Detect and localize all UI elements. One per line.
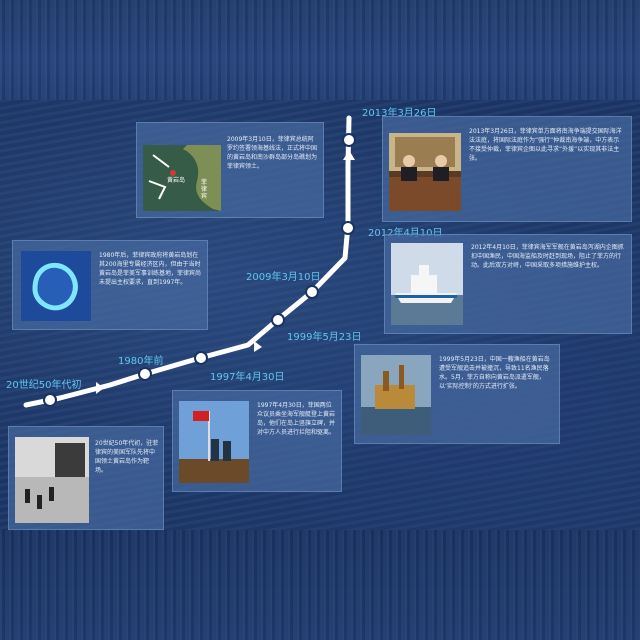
event-text-1950: 20世纪50年代初，驻菲律宾的美国军队先将中国领土黄岩岛作为靶场。 <box>95 440 159 474</box>
event-text-1997: 1997年4月30日，菲国两位众议员乘坐海军舰艇登上黄岩岛，他们在岛上竖旗立碑，… <box>257 402 336 436</box>
date-label-2009: 2009年3月10日 <box>246 272 321 283</box>
timeline-arrow-3 <box>343 150 355 160</box>
top-banner <box>0 0 640 100</box>
date-label-2013: 2013年3月26日 <box>362 108 437 119</box>
event-text-2012: 2012年4月10日，菲律宾海军军舰在黄岩岛泻湖内企图抓扣中国渔民，中国海监船及… <box>471 244 624 269</box>
timeline-node-2013 <box>342 133 356 147</box>
event-text-2009: 2009年3月10日，菲律宾总统阿罗约签署领海基线法，正式将中国的黄岩岛和南沙群… <box>227 136 318 170</box>
timeline-node-1980 <box>138 367 152 381</box>
timeline-node-2012 <box>341 221 355 235</box>
timeline-node-2009 <box>305 285 319 299</box>
map-label-country: 菲律宾 <box>201 179 208 200</box>
event-text-2013: 2013年3月26日，菲律宾单方面将南海争端提交国际海洋法法庭，将国际法庭作为“… <box>469 128 622 162</box>
event-card-1950: 20世纪50年代初，驻菲律宾的美国军队先将中国领土黄岩岛作为靶场。 <box>8 426 164 530</box>
event-text-1980: 1980年后，菲律宾政府将黄岩岛划在其200海里专属经济区内，但由于当时黄岩岛是… <box>99 252 202 286</box>
timeline-node-1997 <box>194 351 208 365</box>
event-card-2012: 2012年4月10日，菲律宾海军军舰在黄岩岛泻湖内企图抓扣中国渔民，中国海监船及… <box>384 234 632 334</box>
date-label-1997: 1997年4月30日 <box>210 372 285 383</box>
date-label-2012: 2012年4月10日 <box>368 224 443 239</box>
map-image: 黄岩岛 菲律宾 <box>143 145 221 211</box>
troops-photo <box>15 437 89 523</box>
event-card-2009: 黄岩岛 菲律宾 2009年3月10日，菲律宾总统阿罗约签署领海基线法，正式将中国… <box>136 122 324 218</box>
court-photo <box>389 133 461 211</box>
bottom-banner <box>0 530 640 640</box>
wreck-photo <box>361 355 431 435</box>
date-label-1999: 1999年5月23日 <box>287 332 362 343</box>
atoll-image <box>21 251 91 321</box>
timeline-node-1999 <box>271 313 285 327</box>
event-card-2013: 2013年3月26日，菲律宾单方面将南海争端提交国际海洋法法庭，将国际法庭作为“… <box>382 116 632 222</box>
event-card-1999: 1999年5月23日，中国一艘渔船在黄岩岛遭受军舰追击并被撞沉，导致11名渔民落… <box>354 344 560 444</box>
event-text-1999: 1999年5月23日，中国一艘渔船在黄岩岛遭受军舰追击并被撞沉，导致11名渔民落… <box>439 356 550 390</box>
timeline-node-1950 <box>43 393 57 407</box>
ship-photo <box>391 243 463 325</box>
timeline-arrow-1 <box>96 382 104 394</box>
event-card-1980: 1980年后，菲律宾政府将黄岩岛划在其200海里专属经济区内，但由于当时黄岩岛是… <box>12 240 208 330</box>
date-label-1980: 1980年前 <box>118 356 164 367</box>
date-label-1950: 20世纪50年代初 <box>6 380 82 391</box>
event-card-1997: 1997年4月30日，菲国两位众议员乘坐海军舰艇登上黄岩岛，他们在岛上竖旗立碑，… <box>172 390 342 492</box>
flag-photo <box>179 401 249 483</box>
map-label-island: 黄岩岛 <box>167 177 186 184</box>
timeline-arrow-2 <box>254 341 262 352</box>
